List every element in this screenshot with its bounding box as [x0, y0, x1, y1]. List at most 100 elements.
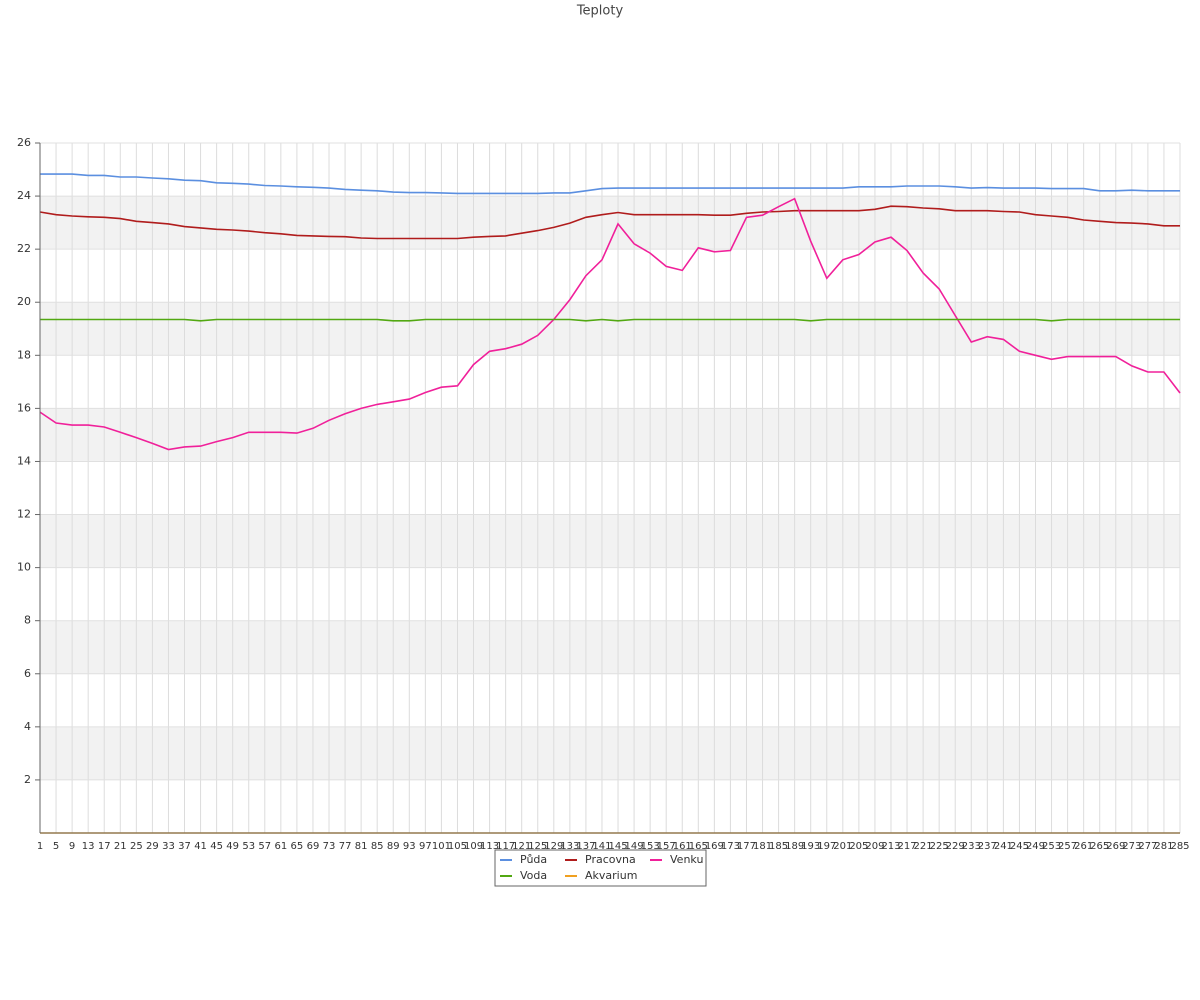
- x-tick-label: 49: [226, 841, 239, 852]
- y-tick-label: 6: [24, 667, 31, 680]
- chart-title: Teploty: [576, 4, 624, 19]
- x-tick-label: 37: [178, 841, 191, 852]
- y-tick-label: 18: [17, 348, 31, 361]
- x-tick-label: 177: [737, 841, 756, 852]
- x-tick-label: 281: [1154, 841, 1173, 852]
- x-tick-label: 205: [849, 841, 868, 852]
- x-tick-label: 129: [544, 841, 563, 852]
- x-tick-label: 253: [1042, 841, 1061, 852]
- x-tick-label: 233: [962, 841, 981, 852]
- x-tick-label: 237: [978, 841, 997, 852]
- x-tick-label: 217: [897, 841, 916, 852]
- x-tick-label: 213: [881, 841, 900, 852]
- series-line: [40, 173, 1180, 195]
- x-tick-label: 53: [242, 841, 255, 852]
- x-tick-label: 17: [98, 841, 111, 852]
- x-tick-label: 133: [560, 841, 579, 852]
- series-line: [40, 318, 1180, 322]
- x-tick-label: 101: [432, 841, 451, 852]
- legend-label: Venku: [670, 853, 703, 866]
- x-tick-label: 285: [1170, 841, 1189, 852]
- x-tick-label: 153: [641, 841, 660, 852]
- x-tick-label: 269: [1106, 841, 1125, 852]
- legend-label: Akvarium: [585, 869, 637, 882]
- x-tick-label: 69: [307, 841, 320, 852]
- x-tick-label: 157: [657, 841, 676, 852]
- x-tick-label: 257: [1058, 841, 1077, 852]
- x-tick-label: 161: [673, 841, 692, 852]
- x-tick-label: 105: [448, 841, 467, 852]
- legend-box: [494, 849, 707, 887]
- x-tick-label: 25: [130, 841, 143, 852]
- x-tick-label: 241: [994, 841, 1013, 852]
- x-tick-label: 221: [914, 841, 933, 852]
- x-tick-label: 265: [1090, 841, 1109, 852]
- legend-label: Voda: [520, 869, 547, 882]
- x-tick-label: 81: [355, 841, 368, 852]
- y-tick-label: 16: [17, 401, 31, 414]
- bands: [40, 196, 1180, 780]
- grid: [39, 142, 1181, 833]
- x-tick-label: 13: [82, 841, 95, 852]
- x-tick-label: 189: [785, 841, 804, 852]
- x-tick-label: 57: [258, 841, 271, 852]
- band: [40, 408, 1180, 462]
- x-tick-label: 29: [146, 841, 159, 852]
- y-tick-label: 26: [17, 136, 31, 149]
- y-tick-label: 22: [17, 242, 31, 255]
- x-tick-label: 245: [1010, 841, 1029, 852]
- x-tick-label: 9: [69, 841, 75, 852]
- x-tick-label: 93: [403, 841, 416, 852]
- x-tick-label: 145: [608, 841, 627, 852]
- band: [40, 726, 1180, 780]
- y-tick-label: 12: [17, 508, 31, 521]
- x-tick-label: 229: [946, 841, 965, 852]
- x-tick-label: 165: [689, 841, 708, 852]
- y-tick-label: 2: [24, 773, 31, 786]
- y-tick-label: 24: [17, 189, 31, 202]
- x-tick-label: 197: [817, 841, 836, 852]
- legend: Půda Pracovna Venku Voda Akvarium: [494, 849, 707, 887]
- x-tick-label: 209: [865, 841, 884, 852]
- x-tick-label: 113: [480, 841, 499, 852]
- y-tick-label: 14: [17, 454, 31, 467]
- x-tick-label: 173: [721, 841, 740, 852]
- x-tick-label: 41: [194, 841, 207, 852]
- x-tick-label: 85: [371, 841, 384, 852]
- x-tick-label: 121: [512, 841, 531, 852]
- x-tick-label: 117: [496, 841, 515, 852]
- x-tick-label: 149: [625, 841, 644, 852]
- x-tick-label: 1: [37, 841, 43, 852]
- y-tick-label: 10: [17, 561, 31, 574]
- series-line: [39, 197, 1181, 451]
- x-tick-label: 5: [53, 841, 59, 852]
- x-tick-label: 77: [339, 841, 352, 852]
- band: [40, 514, 1180, 568]
- x-tick-label: 201: [833, 841, 852, 852]
- x-tick-label: 185: [769, 841, 788, 852]
- x-tick-label: 89: [387, 841, 400, 852]
- x-tick-label: 261: [1074, 841, 1093, 852]
- x-tick-label: 169: [705, 841, 724, 852]
- band: [40, 302, 1180, 356]
- y-tick-label: 20: [17, 295, 31, 308]
- axes: 1 5 9 13 17 21 25 29 33 37 41 45 49 53 57 61 65 69 73 77 81 8…: [17, 136, 1190, 852]
- band: [40, 620, 1180, 674]
- legend-label: Půda: [520, 853, 547, 866]
- x-tick-label: 181: [753, 841, 772, 852]
- x-tick-label: 225: [930, 841, 949, 852]
- x-tick-label: 65: [291, 841, 304, 852]
- x-tick-label: 97: [419, 841, 432, 852]
- legend-label: Pracovna: [585, 853, 636, 866]
- x-tick-label: 249: [1026, 841, 1045, 852]
- y-tick-label: 8: [24, 614, 31, 627]
- x-tick-label: 277: [1138, 841, 1157, 852]
- x-tick-label: 21: [114, 841, 127, 852]
- x-tick-label: 45: [210, 841, 223, 852]
- x-tick-label: 109: [464, 841, 483, 852]
- x-tick-label: 125: [528, 841, 547, 852]
- x-tick-label: 273: [1122, 841, 1141, 852]
- x-tick-label: 33: [162, 841, 175, 852]
- y-tick-label: 4: [24, 720, 31, 733]
